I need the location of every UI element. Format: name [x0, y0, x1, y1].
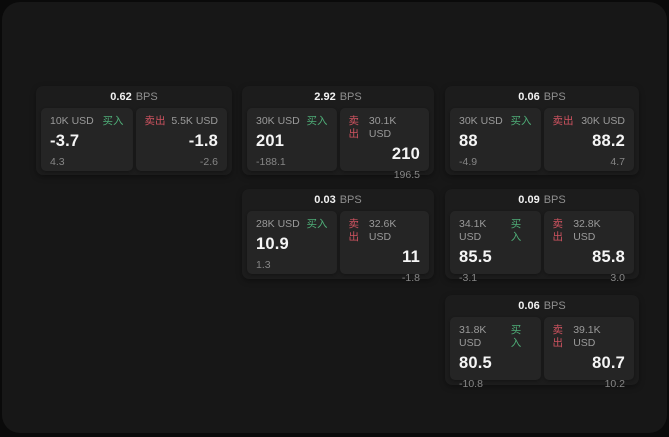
quote-card-3: 0.06 BPS 30K USD 买入 88 -4.9 卖出 30K USD 8…: [445, 86, 639, 175]
bps-unit-label: BPS: [543, 91, 566, 103]
buy-price: 85.5: [459, 248, 492, 266]
sell-tag: 卖出: [552, 115, 574, 127]
buy-delta: -188.1: [256, 156, 286, 168]
sell-size-label: 30K USD: [581, 115, 625, 127]
bps-spread-value: 0.62: [110, 91, 132, 103]
buy-size-label: 34.1K USD: [459, 218, 487, 243]
quote-card-6: 0.06 BPS 31.8K USD 买入 80.5 -10.8 卖出 39.1…: [445, 295, 639, 390]
quote-card-5: 0.09 BPS 34.1K USD 买入 85.5 -3.1 卖出 32.8K…: [445, 189, 639, 284]
sell-tag: 卖出: [144, 115, 166, 127]
sell-tag: 卖出: [348, 218, 360, 243]
buy-delta: 4.3: [50, 156, 65, 168]
buy-tile[interactable]: 31.8K USD 买入 80.5 -10.8: [450, 317, 541, 390]
sell-price: 210: [391, 145, 420, 163]
buy-tag: 买入: [510, 324, 522, 349]
sell-price: 85.8: [592, 248, 625, 266]
buy-tile[interactable]: 10K USD 买入 -3.7 4.3: [41, 108, 133, 171]
sell-size-label: 32.6K USD: [368, 218, 397, 243]
buy-size-label: 30K USD: [256, 115, 300, 127]
card-body: 10K USD 买入 -3.7 4.3 卖出 5.5K USD -1.8 -2.…: [36, 108, 232, 171]
buy-delta: -4.9: [459, 156, 478, 168]
sell-price: -1.8: [188, 132, 218, 150]
buy-price: 88: [459, 132, 478, 150]
sell-tile[interactable]: 卖出 32.8K USD 85.8 3.0: [543, 211, 634, 284]
card-body: 30K USD 买入 88 -4.9 卖出 30K USD 88.2 4.7: [445, 108, 639, 171]
buy-price: 80.5: [459, 354, 492, 372]
sell-delta: 3.0: [610, 272, 625, 284]
card-header: 2.92 BPS: [242, 86, 434, 108]
sell-price: 80.7: [592, 354, 625, 372]
sell-tile[interactable]: 卖出 30K USD 88.2 4.7: [543, 108, 634, 171]
bps-spread-value: 0.06: [518, 91, 540, 103]
buy-tag: 买入: [306, 115, 328, 127]
card-body: 31.8K USD 买入 80.5 -10.8 卖出 39.1K USD 80.…: [445, 317, 639, 390]
buy-delta: -10.8: [459, 378, 483, 390]
bps-unit-label: BPS: [339, 91, 362, 103]
sell-delta: -1.8: [401, 272, 420, 284]
bps-spread-value: 0.09: [518, 194, 540, 206]
buy-tile[interactable]: 30K USD 买入 88 -4.9: [450, 108, 541, 171]
sell-tile[interactable]: 卖出 30.1K USD 210 196.5: [339, 108, 429, 181]
sell-delta: 10.2: [604, 378, 625, 390]
buy-tag: 买入: [306, 218, 328, 230]
sell-delta: 4.7: [610, 156, 625, 168]
card-header: 0.09 BPS: [445, 189, 639, 211]
buy-size-label: 28K USD: [256, 218, 300, 230]
buy-size-label: 31.8K USD: [459, 324, 487, 349]
sell-size-label: 5.5K USD: [171, 115, 218, 127]
buy-size-label: 30K USD: [459, 115, 503, 127]
bps-unit-label: BPS: [543, 300, 566, 312]
buy-size-label: 10K USD: [50, 115, 94, 127]
buy-price: 10.9: [256, 235, 289, 253]
quote-card-4: 0.03 BPS 28K USD 买入 10.9 1.3 卖出 32.6K US…: [242, 189, 434, 284]
sell-tag: 卖出: [552, 324, 564, 349]
sell-size-label: 39.1K USD: [573, 324, 601, 349]
card-body: 28K USD 买入 10.9 1.3 卖出 32.6K USD 11 -1.8: [242, 211, 434, 284]
quote-card-2: 2.92 BPS 30K USD 买入 201 -188.1 卖出 30.1K …: [242, 86, 434, 181]
quote-card-1: 0.62 BPS 10K USD 买入 -3.7 4.3 卖出 5.5K USD…: [36, 86, 232, 175]
sell-tile[interactable]: 卖出 32.6K USD 11 -1.8: [339, 211, 429, 284]
buy-tag: 买入: [102, 115, 124, 127]
sell-tile[interactable]: 卖出 39.1K USD 80.7 10.2: [543, 317, 634, 390]
card-header: 0.06 BPS: [445, 295, 639, 317]
sell-price: 11: [402, 248, 420, 266]
buy-price: 201: [256, 132, 285, 150]
card-body: 34.1K USD 买入 85.5 -3.1 卖出 32.8K USD 85.8…: [445, 211, 639, 284]
buy-tag: 买入: [510, 115, 532, 127]
sell-price: 88.2: [592, 132, 625, 150]
buy-tile[interactable]: 34.1K USD 买入 85.5 -3.1: [450, 211, 541, 284]
buy-tag: 买入: [510, 218, 522, 243]
sell-size-label: 30.1K USD: [368, 115, 397, 140]
buy-tile[interactable]: 30K USD 买入 201 -188.1: [247, 108, 337, 171]
card-body: 30K USD 买入 201 -188.1 卖出 30.1K USD 210 1…: [242, 108, 434, 181]
buy-tile[interactable]: 28K USD 买入 10.9 1.3: [247, 211, 337, 274]
bps-unit-label: BPS: [339, 194, 362, 206]
buy-price: -3.7: [50, 132, 80, 150]
buy-delta: -3.1: [459, 272, 478, 284]
card-header: 0.03 BPS: [242, 189, 434, 211]
bps-unit-label: BPS: [543, 194, 566, 206]
bps-spread-value: 0.03: [314, 194, 336, 206]
sell-tag: 卖出: [552, 218, 564, 243]
sell-delta: -2.6: [199, 156, 218, 168]
bps-spread-value: 2.92: [314, 91, 336, 103]
sell-delta: 196.5: [393, 169, 420, 181]
card-header: 0.62 BPS: [36, 86, 232, 108]
bps-unit-label: BPS: [135, 91, 158, 103]
sell-tile[interactable]: 卖出 5.5K USD -1.8 -2.6: [135, 108, 227, 171]
sell-tag: 卖出: [348, 115, 360, 140]
bps-spread-value: 0.06: [518, 300, 540, 312]
card-header: 0.06 BPS: [445, 86, 639, 108]
sell-size-label: 32.8K USD: [573, 218, 601, 243]
buy-delta: 1.3: [256, 259, 271, 271]
